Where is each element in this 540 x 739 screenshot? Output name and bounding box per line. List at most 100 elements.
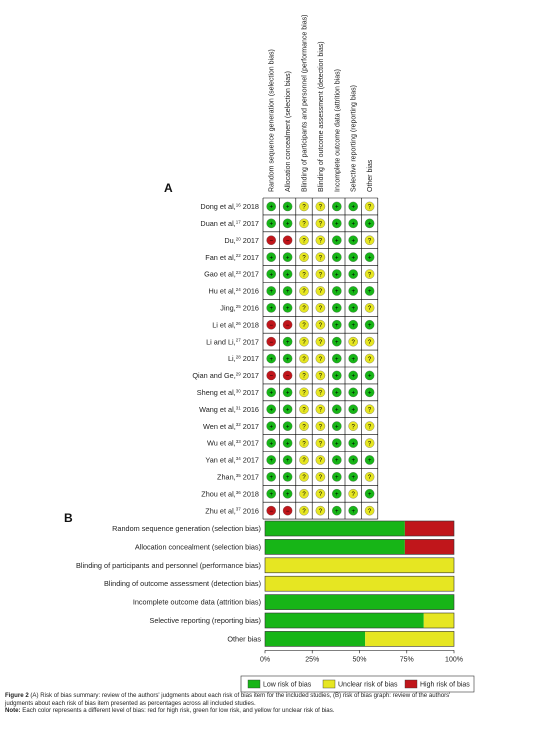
bias-symbol: +: [269, 441, 273, 447]
bias-symbol: ?: [302, 289, 306, 295]
bias-dot-unclear: [315, 252, 326, 262]
bias-symbol: ?: [302, 306, 306, 312]
study-ref: 36: [236, 490, 242, 495]
bias-dot-unclear: [348, 421, 358, 431]
bias-dot-low: [282, 387, 293, 398]
bias-dot-low: [266, 201, 276, 212]
caption-line-2: judgments about each risk of bias item p…: [5, 699, 256, 707]
bias-symbol: +: [351, 323, 355, 329]
column-header: Other bias: [367, 159, 374, 192]
bias-dot-low: [332, 370, 342, 381]
bias-dot-unclear: [315, 404, 326, 414]
bias-dot-low: [266, 218, 276, 229]
bias-dot-low: [332, 421, 342, 431]
bias-symbol: ?: [319, 492, 323, 498]
bias-symbol: ?: [319, 441, 323, 447]
bias-dot-unclear: [315, 370, 326, 381]
bias-symbol: +: [351, 289, 355, 295]
study-year: 2016: [241, 287, 259, 296]
bias-dot-low: [348, 235, 358, 245]
bias-symbol: ?: [302, 238, 306, 244]
bias-dot-unclear: [299, 387, 309, 398]
bias-symbol: ?: [319, 357, 323, 363]
bias-symbol: +: [351, 238, 355, 244]
bias-dot-unclear: [364, 438, 375, 448]
bias-symbol: −: [286, 323, 290, 329]
study-label: Sheng et al,30 2017: [197, 388, 259, 397]
bias-dot-low: [348, 404, 358, 414]
bias-symbol: +: [286, 205, 290, 211]
bar-segment: [265, 539, 405, 555]
study-ref: 30: [236, 388, 242, 393]
bias-dot-unclear: [299, 438, 309, 448]
study-label: Hu et al,24 2016: [209, 287, 259, 296]
bias-dot-low: [332, 319, 342, 330]
column-header: Blinding of outcome assessment (detectio…: [318, 41, 325, 192]
bias-symbol: ?: [319, 205, 323, 211]
bias-dot-unclear: [299, 353, 309, 364]
bias-dot-low: [364, 218, 375, 229]
bias-dot-low: [364, 286, 375, 296]
caption-line-1: (A) Risk of bias summary: review of the …: [28, 692, 451, 699]
bias-dot-low: [266, 252, 276, 262]
bias-dot-low: [282, 336, 293, 347]
bias-dot-unclear: [364, 353, 375, 364]
bias-dot-low: [332, 336, 342, 347]
bias-dot-unclear: [299, 303, 309, 313]
bias-symbol: +: [351, 374, 355, 380]
study-label: Yan et al,34 2017: [205, 456, 259, 465]
study-label: Li,28 2017: [228, 354, 259, 363]
bias-dot-low: [332, 404, 342, 414]
study-year: 2017: [241, 388, 259, 397]
bias-dot-low: [266, 421, 276, 431]
study-label: Fan et al,22 2017: [205, 253, 259, 262]
bias-dot-unclear: [299, 252, 309, 262]
bias-symbol: ?: [352, 492, 356, 498]
bias-symbol: ?: [302, 407, 306, 413]
bias-dot-low: [282, 488, 293, 499]
bias-dot-unclear: [299, 319, 309, 330]
bias-dot-unclear: [315, 488, 326, 499]
study-name: Wang et al,: [199, 405, 236, 414]
bias-dot-low: [364, 252, 375, 262]
bias-dot-low: [348, 201, 358, 212]
bias-symbol: +: [335, 205, 339, 211]
bias-dot-low: [266, 488, 276, 499]
bias-symbol: −: [286, 509, 290, 515]
bias-dot-unclear: [364, 336, 375, 347]
bias-symbol: +: [368, 374, 372, 380]
bar-category-label: Random sequence generation (selection bi…: [112, 524, 261, 533]
study-name: Jing,: [220, 303, 235, 312]
study-name: Du,: [224, 236, 235, 245]
bias-symbol: +: [335, 424, 339, 430]
bias-symbol: −: [286, 238, 290, 244]
bias-dot-unclear: [315, 505, 326, 516]
bias-dot-low: [332, 505, 342, 516]
study-label: Dong et al,16 2018: [200, 202, 259, 211]
column-header: Selective reporting (reporting bias): [351, 85, 358, 192]
bias-dot-low: [332, 286, 342, 296]
study-name: Dong et al,: [200, 202, 235, 211]
bias-symbol: +: [335, 492, 339, 498]
bias-dot-low: [348, 505, 358, 516]
study-label: Du,20 2017: [224, 236, 259, 245]
caption-note-label: Note:: [5, 707, 21, 715]
study-ref: 24: [236, 287, 242, 292]
bias-symbol: +: [269, 391, 273, 397]
study-year: 2017: [241, 219, 259, 228]
bias-dot-low: [364, 488, 375, 499]
study-label: Zhu et al,37 2016: [205, 506, 259, 515]
study-year: 2017: [241, 422, 259, 431]
bias-symbol: ?: [368, 509, 372, 515]
bias-dot-low: [364, 387, 375, 398]
study-year: 2018: [241, 320, 259, 329]
bias-dot-low: [348, 286, 358, 296]
bias-symbol: ?: [319, 407, 323, 413]
bias-symbol: +: [335, 340, 339, 346]
column-header: Random sequence generation (selection bi…: [269, 49, 276, 192]
bias-dot-low: [266, 387, 276, 398]
summary-column-headers: Random sequence generation (selection bi…: [269, 15, 374, 192]
bias-symbol: ?: [319, 509, 323, 515]
bias-symbol: ?: [319, 272, 323, 278]
